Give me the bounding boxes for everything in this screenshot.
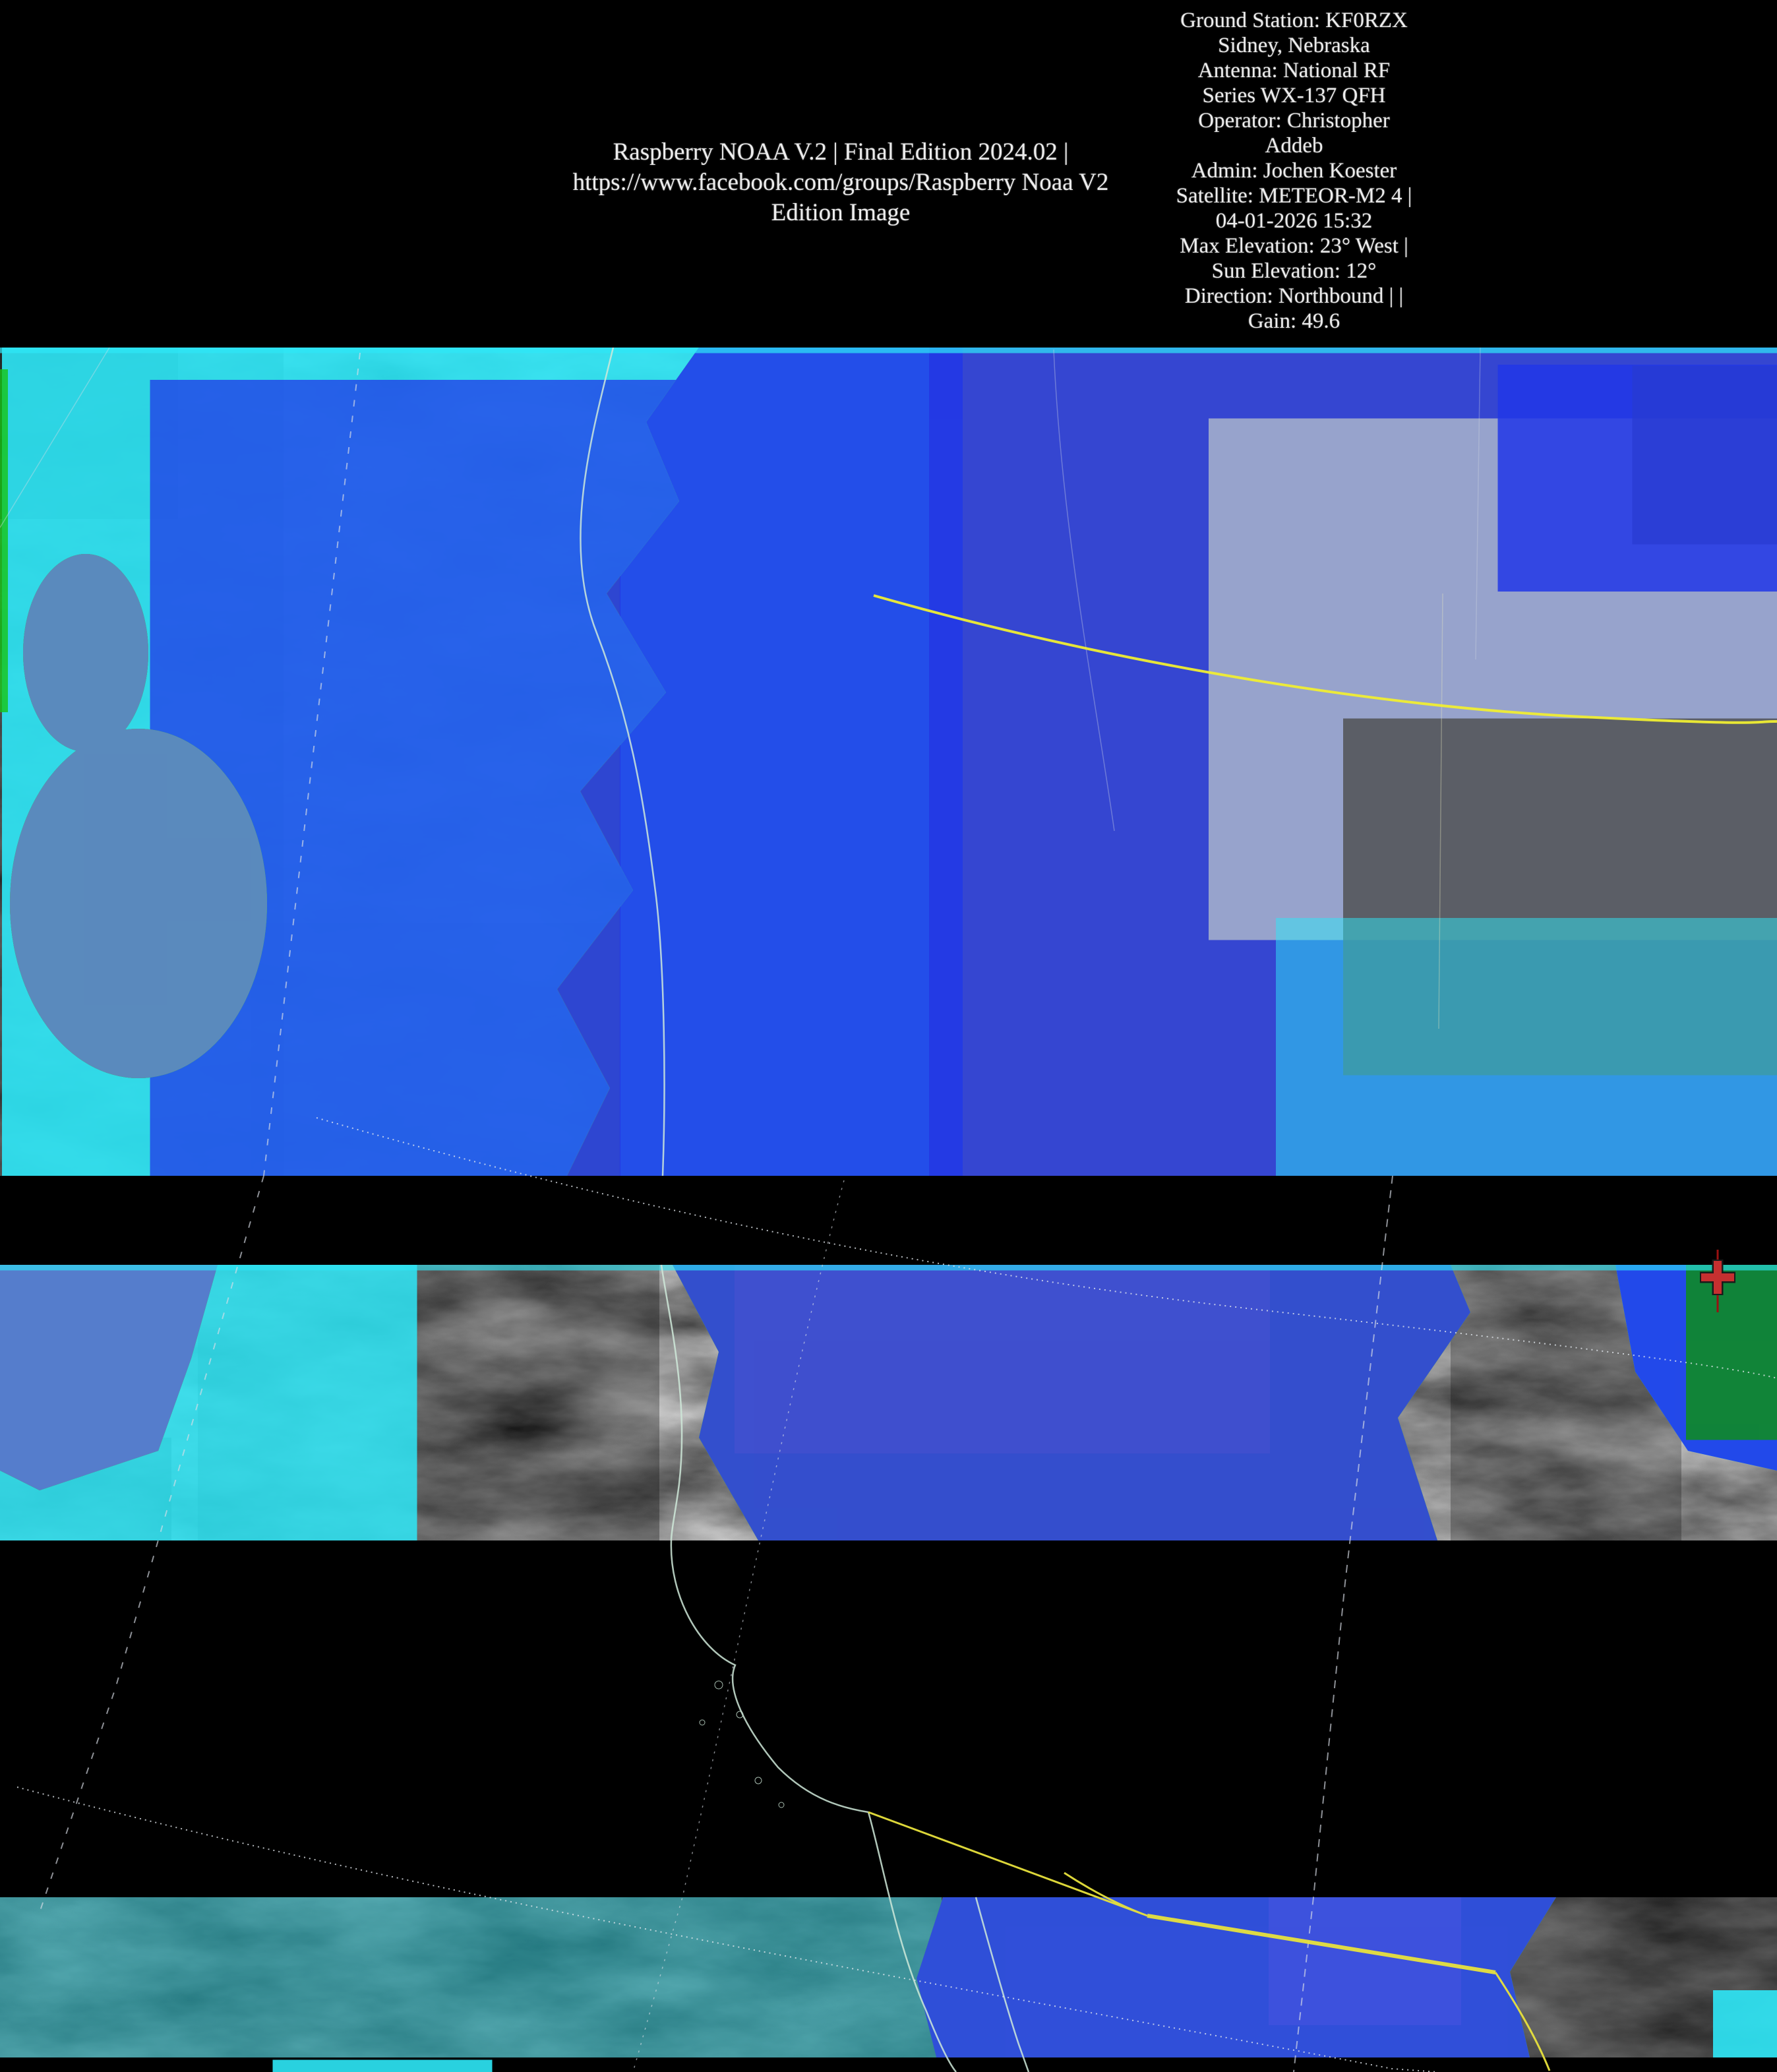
info-ground-station: Ground Station: KF0RZX [1180, 9, 1408, 32]
graticule-left-top [0, 347, 110, 528]
border-yellow-north [873, 594, 1777, 724]
state-border-right [1293, 1175, 1393, 2072]
title-line: Raspberry NOAA V.2 | Final Edition 2024.… [613, 138, 1069, 166]
header-annotation-bar: Raspberry NOAA V.2 | Final Edition 2024.… [0, 0, 1777, 348]
map-marker-icon [1700, 1250, 1735, 1312]
graticule-right-vert [1475, 347, 1481, 660]
info-operator-cont: Addeb [1265, 134, 1323, 158]
station-pass-info: Ground Station: KF0RZX Sidney, Nebraska … [1088, 8, 1500, 334]
title-line-url: https://www.facebook.com/groups/Raspberr… [572, 169, 1109, 196]
info-datetime: 04-01-2026 15:32 [1215, 209, 1373, 233]
graticule-dotted [632, 1180, 845, 2072]
border-yellow-mexico-bold [1147, 1914, 1496, 1974]
info-direction: Direction: Northbound | | [1184, 284, 1404, 308]
info-admin: Admin: Jochen Koester [1191, 159, 1397, 183]
info-gain: Gain: 49.6 [1248, 309, 1340, 333]
satellite-band-3 [0, 1897, 1777, 2057]
info-location: Sidney, Nebraska [1218, 34, 1370, 57]
state-border-dashed [39, 352, 361, 1913]
edition-title: Raspberry NOAA V.2 | Final Edition 2024.… [524, 137, 1157, 228]
info-satellite: Satellite: METEOR-M2 4 | [1176, 184, 1412, 208]
graticule-midtop [1053, 349, 1115, 832]
info-antenna: Antenna: National RF [1197, 59, 1391, 82]
graticule-pale-yellow [1438, 593, 1443, 1029]
map-boundary-overlay [0, 347, 1777, 2072]
satellite-band-2 [0, 1265, 1777, 1540]
info-max-elevation: Max Elevation: 23° West | [1180, 234, 1408, 258]
title-line: Edition Image [771, 199, 911, 226]
info-antenna-series: Series WX-137 QFH [1202, 84, 1386, 107]
info-operator: Operator: Christopher [1198, 109, 1390, 133]
border-yellow-mexico [868, 1811, 1551, 2071]
satellite-band-1 [0, 348, 1777, 1176]
coastline-path [580, 347, 1030, 2072]
channel-islands [699, 1680, 785, 1808]
info-sun-elevation: Sun Elevation: 12° [1211, 259, 1377, 283]
